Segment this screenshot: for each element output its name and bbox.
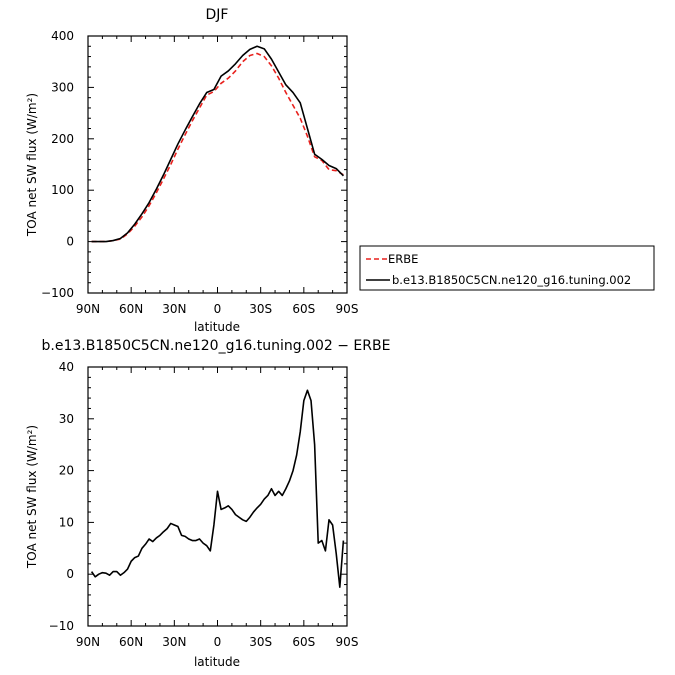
top-x-tick-label: 0 xyxy=(214,302,222,316)
top-chart-title: DJF xyxy=(206,7,229,23)
top-chart-frame xyxy=(87,35,348,294)
top-series-line-erbe xyxy=(91,52,344,243)
bottom-chart: b.e13.B1850C5CN.ne120_g16.tuning.002 − E… xyxy=(25,338,390,669)
bottom-y-tick-label: 10 xyxy=(59,515,74,529)
bottom-x-tick-label: 90S xyxy=(336,635,359,649)
top-y-tick-label: 400 xyxy=(51,29,74,43)
top-series-line-b-e13-b1850c5cn-ne120-g16-tuning-002 xyxy=(91,45,344,243)
top-chart-ylabel: TOA net SW flux (W/m²) xyxy=(25,93,39,237)
bottom-x-tick-label: 30N xyxy=(162,635,186,649)
bottom-chart-ticks: 90N 60N 30N 0 30S 60S 90S −10 0 10 20 30 40 xyxy=(49,360,359,649)
bottom-series-line-difference xyxy=(90,389,345,588)
bottom-x-tick-label: 0 xyxy=(214,635,222,649)
bottom-y-tick-label: 0 xyxy=(66,567,74,581)
bottom-y-tick-label: −10 xyxy=(49,619,74,633)
legend-label-model: b.e13.B1850C5CN.ne120_g16.tuning.002 xyxy=(392,273,631,287)
bottom-chart-frame xyxy=(87,366,348,627)
top-x-tick-label: 90N xyxy=(76,302,100,316)
bottom-x-tick-label: 90N xyxy=(76,635,100,649)
top-chart-ticks: 90N 60N 30N 0 30S 60S 90S −100 0 100 200 300 400 xyxy=(41,29,358,316)
top-y-tick-label: −100 xyxy=(41,286,74,300)
top-chart-legend: ERBE b.e13.B1850C5CN.ne120_g16.tuning.00… xyxy=(359,245,655,291)
top-x-tick-label: 60N xyxy=(119,302,143,316)
top-y-tick-label: 100 xyxy=(51,183,74,197)
bottom-x-tick-label: 30S xyxy=(249,635,272,649)
bottom-x-tick-label: 60S xyxy=(292,635,315,649)
bottom-chart-series xyxy=(90,389,345,588)
legend-box xyxy=(359,245,655,291)
top-y-tick-label: 0 xyxy=(66,235,74,249)
bottom-chart-ylabel: TOA net SW flux (W/m²) xyxy=(25,425,39,569)
bottom-y-tick-label: 20 xyxy=(59,464,74,478)
legend-label-erbe: ERBE xyxy=(388,252,418,266)
top-x-tick-label: 30N xyxy=(162,302,186,316)
top-chart-series xyxy=(91,45,344,243)
bottom-x-tick-label: 60N xyxy=(119,635,143,649)
top-chart-xlabel: latitude xyxy=(194,320,240,334)
bottom-y-tick-label: 30 xyxy=(59,412,74,426)
top-x-tick-label: 90S xyxy=(336,302,359,316)
top-x-tick-label: 60S xyxy=(292,302,315,316)
top-chart: DJF 90N 60N 30N 0 30S 60S 90S −100 0 100 200 300 400… xyxy=(25,7,655,334)
top-y-tick-label: 300 xyxy=(51,80,74,94)
bottom-chart-title: b.e13.B1850C5CN.ne120_g16.tuning.002 − E… xyxy=(42,338,391,354)
top-x-tick-label: 30S xyxy=(249,302,272,316)
top-y-tick-label: 200 xyxy=(51,132,74,146)
bottom-y-tick-label: 40 xyxy=(59,360,74,374)
bottom-chart-xlabel: latitude xyxy=(194,655,240,669)
